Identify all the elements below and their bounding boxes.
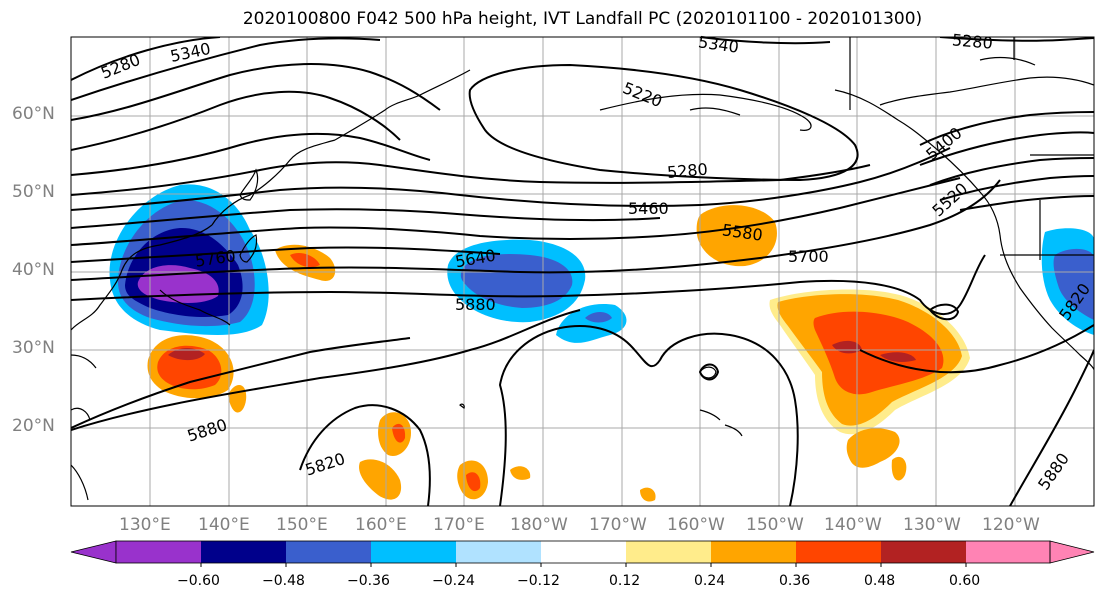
contour-label: 5280 — [951, 30, 993, 52]
lon-label: 150°W — [746, 515, 804, 535]
contour-label: 5340 — [697, 32, 740, 56]
lon-label: 140°W — [824, 515, 882, 535]
contour-label: 5280 — [666, 159, 708, 181]
contour-label: 5880 — [455, 295, 496, 314]
colorbar-bin — [711, 541, 796, 563]
colorbar-bin — [456, 541, 541, 563]
lon-label: 170°W — [589, 515, 647, 535]
colorbar-min-extension — [70, 540, 117, 564]
lon-label: 180°W — [510, 515, 568, 535]
lon-label: 130°E — [119, 515, 171, 535]
lon-label: 120°W — [982, 515, 1040, 535]
colorbar-tick-label: 0.36 — [779, 573, 811, 589]
colorbar-bin — [881, 541, 966, 563]
contour-label: 5280 — [98, 50, 143, 83]
lat-label: 40°N — [12, 260, 55, 280]
colorbar-tick-label: 0.48 — [864, 573, 896, 589]
contour-label: 5460 — [628, 199, 669, 218]
colorbar-bin — [116, 541, 201, 563]
colorbar-tick-label: 0.12 — [609, 573, 641, 589]
lon-label: 140°E — [198, 515, 250, 535]
colorbar-max-extension — [1049, 540, 1095, 564]
lat-label: 50°N — [12, 182, 55, 202]
negative-anomaly-west — [109, 184, 269, 335]
negative-anomaly-central — [447, 239, 627, 343]
contour-label: 5700 — [788, 247, 829, 266]
colorbar-bin — [966, 541, 1050, 563]
contour-label: 5880 — [185, 415, 230, 446]
lat-label: 30°N — [12, 338, 55, 358]
colorbar-tick-label: −0.48 — [262, 573, 305, 589]
contour-label: 5220 — [620, 78, 665, 111]
lon-label: 170°E — [433, 515, 485, 535]
lat-label: 60°N — [12, 104, 55, 124]
colorbar-tick-label: 0.60 — [949, 573, 981, 589]
lon-label: 160°E — [355, 515, 407, 535]
lon-label: 130°W — [903, 515, 961, 535]
colorbar-tick-label: −0.60 — [177, 573, 220, 589]
contour-label: 5820 — [303, 449, 348, 480]
colorbar — [70, 540, 1095, 567]
colorbar-tick-label: 0.24 — [694, 573, 726, 589]
colorbar-bin — [796, 541, 881, 563]
lon-label: 160°W — [667, 515, 725, 535]
contour-label: 5880 — [1034, 449, 1073, 493]
colorbar-bin — [541, 541, 626, 563]
colorbar-bin — [371, 541, 456, 563]
lat-label: 20°N — [12, 416, 55, 436]
colorbar-bin — [201, 541, 286, 563]
colorbar-tick-label: −0.24 — [432, 573, 475, 589]
colorbar-tick-label: −0.36 — [347, 573, 390, 589]
map-frame — [70, 36, 1095, 507]
map-title: 2020100800 F042 500 hPa height, IVT Land… — [242, 9, 923, 29]
colorbar-bin — [626, 541, 711, 563]
positive-anomaly-west — [147, 244, 336, 413]
lon-label: 150°E — [276, 515, 328, 535]
colorbar-bin — [286, 541, 371, 563]
colorbar-tick-label: −0.12 — [517, 573, 560, 589]
height-contours — [71, 37, 1094, 506]
positive-anomaly-east — [640, 289, 970, 502]
